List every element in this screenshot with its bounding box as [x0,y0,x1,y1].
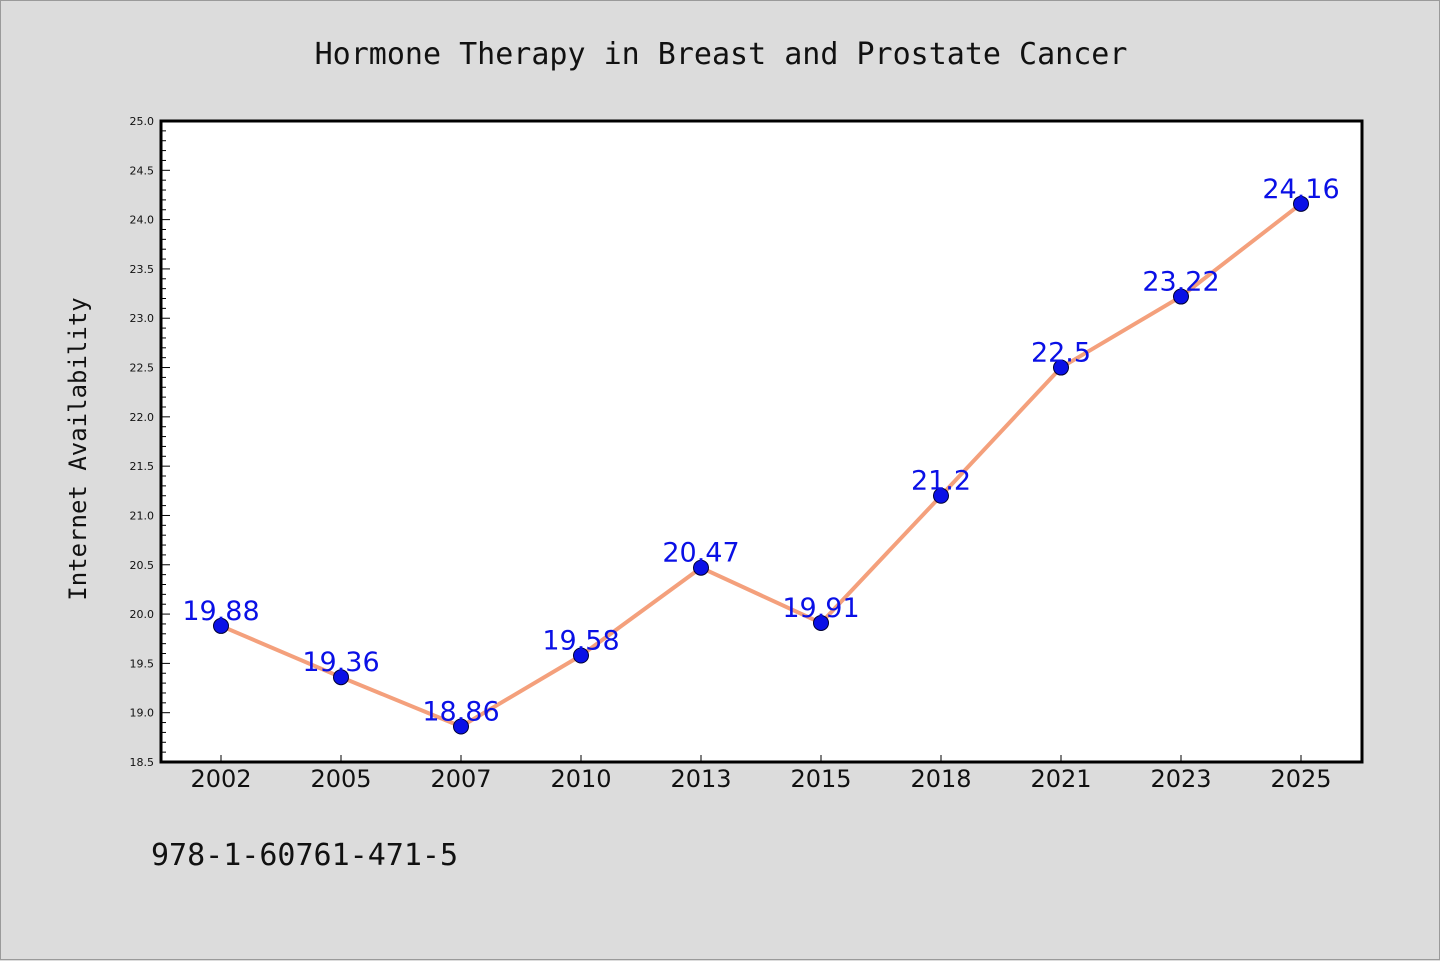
y-axis: 18.5 19.0 19.5 20.0 20.5 21.0 21.5 22.0 22.5 23.0… [130,115,170,769]
data-label: 21.2 [911,466,971,497]
data-point [573,647,589,664]
y-tick-label: 21.0 [130,509,155,522]
x-tick-label: 2023 [1150,765,1211,793]
y-tick-label: 23.0 [130,312,155,325]
series-layer: 19.88 19.36 18.86 19.58 20.47 19.91 21.2 22.5 23… [182,174,1340,735]
data-point [213,617,229,634]
data-label: 19.91 [782,593,859,624]
x-tick-label: 2005 [310,765,371,793]
y-tick-label: 22.0 [130,411,155,424]
data-point [453,718,469,735]
y-axis-label: Internet Availability [64,297,92,600]
y-tick-label: 20.0 [130,608,155,621]
x-axis: 2002 2005 2007 2010 2013 2015 2018 2021 2023 2025 [190,755,1332,793]
y-tick-label: 23.5 [130,263,155,276]
data-point [693,559,709,576]
x-tick-label: 2025 [1270,765,1331,793]
y-tick-label: 18.5 [130,756,155,769]
data-label: 24.16 [1262,174,1339,205]
y-tick-label: 20.5 [130,559,155,572]
data-point [933,487,949,504]
data-label: 20.47 [662,538,739,569]
y-tick-label: 19.0 [130,707,155,720]
y-tick-label: 24.5 [130,164,155,177]
plot-area [159,119,1364,764]
y-tick-label: 22.5 [130,362,155,375]
data-label: 19.36 [302,647,379,678]
x-tick-label: 2013 [670,765,731,793]
series-line [219,201,1303,729]
data-label: 22.5 [1031,338,1091,369]
y-tick-label: 24.0 [130,214,155,227]
data-point [333,669,349,686]
chart-title: Hormone Therapy in Breast and Prostate C… [315,37,1128,72]
x-tick-label: 2018 [910,765,971,793]
x-tick-label: 2021 [1030,765,1091,793]
data-label: 18.86 [422,696,499,727]
x-tick-label: 2015 [790,765,851,793]
x-tick-label: 2007 [430,765,491,793]
data-label: 19.88 [182,596,259,627]
data-point [1053,359,1069,376]
x-tick-label: 2010 [550,765,611,793]
data-label: 19.58 [542,625,619,656]
data-point [1293,195,1309,212]
isbn-note: 978-1-60761-471-5 [151,838,458,873]
data-point [1173,288,1189,305]
y-tick-label: 19.5 [130,657,155,670]
data-label: 23.22 [1142,267,1219,298]
data-point [813,614,829,631]
y-tick-label: 25.0 [130,115,155,128]
x-tick-label: 2002 [190,765,251,793]
y-tick-label: 21.5 [130,460,155,473]
